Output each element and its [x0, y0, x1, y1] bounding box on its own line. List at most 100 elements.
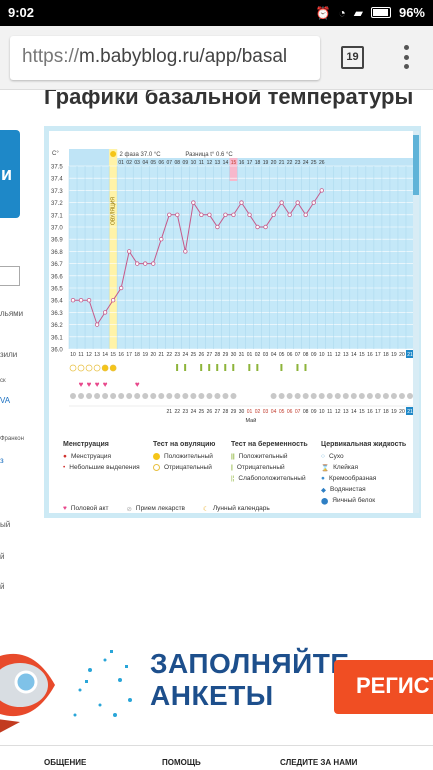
sidebar-item[interactable]: Франкон [0, 436, 24, 442]
promo-line-2: АНКЕТЫ [150, 680, 274, 711]
legend-heading: Тест на беременность [231, 441, 308, 448]
bottom-date-label: 05 [279, 409, 285, 415]
temperature-point [239, 200, 244, 205]
register-button[interactable]: РЕГИСТР [334, 660, 433, 714]
tab-switcher-button[interactable]: 19 [341, 46, 364, 69]
pill-mark [374, 393, 381, 399]
y-tick-label: 36.8 [51, 250, 63, 256]
sidebar-item[interactable]: VA [0, 396, 11, 405]
date-label: 18 [383, 352, 389, 358]
bottom-date-label: 02 [255, 409, 261, 415]
pregnancy-test-mark [184, 364, 187, 371]
date-label: 15 [110, 352, 116, 358]
date-label: 16 [118, 352, 124, 358]
date-label: 15 [359, 352, 365, 358]
sidebar-item[interactable]: ск [0, 378, 6, 384]
cycle-day-label: 22 [287, 160, 293, 166]
temperature-point [159, 236, 164, 242]
current-day-marker [405, 350, 414, 358]
pill-mark [190, 393, 197, 399]
bottom-date-label: 22 [175, 409, 181, 415]
pregnancy-test-mark [224, 364, 227, 371]
sticky-icon: ⌛ [321, 464, 330, 472]
footer-link-help[interactable]: ПОМОЩЬ [162, 758, 201, 767]
browser-toolbar: https://m.babyblog.ru/app/basal 19 [0, 26, 433, 90]
date-label: 25 [191, 352, 197, 358]
current-day-marker [405, 407, 414, 415]
sidebar-banner[interactable]: и [0, 130, 20, 218]
ovulation-positive-icon [153, 453, 160, 460]
legend-item: Кремообразная [328, 475, 377, 482]
month-label: Май [246, 417, 257, 424]
y-tick-label: 37.2 [51, 201, 63, 207]
pregnancy-test-mark [232, 364, 235, 371]
bottom-date-label: 17 [375, 409, 381, 415]
pill-mark [318, 393, 325, 399]
blood-drop-icon: ● [63, 453, 67, 460]
promo-banner[interactable]: ЗАПОЛНЯЙТЕ АНКЕТЫ РЕГИСТР [0, 630, 433, 742]
battery-icon [370, 7, 391, 18]
pill-mark [382, 393, 389, 399]
temperature-point [255, 224, 260, 230]
pill-mark [342, 393, 349, 399]
pill-mark [350, 393, 357, 399]
legend-heading: Тест на овуляцию [153, 441, 216, 448]
pregnancy-test-mark [304, 364, 307, 371]
ovulation-sun-icon [110, 151, 117, 157]
temperature-point [223, 212, 228, 217]
temperature-point [175, 212, 180, 217]
battery-percent: 96% [398, 5, 425, 20]
cycle-day-label: 23 [295, 160, 301, 166]
sidebar-item[interactable]: з [0, 456, 4, 465]
sidebar-input-box[interactable] [0, 266, 20, 286]
date-label: 09 [311, 352, 317, 358]
bottom-date-label: 23 [183, 409, 189, 415]
temperature-point [110, 297, 116, 303]
sidebar-item[interactable]: зили [0, 350, 18, 359]
date-label: 19 [391, 352, 397, 358]
sidebar-item[interactable]: льями [0, 309, 24, 318]
cycle-day-label: 11 [199, 160, 204, 166]
promo-headline: ЗАПОЛНЯЙТЕ АНКЕТЫ [150, 648, 350, 712]
temperature-point [143, 261, 148, 266]
footer-link-community[interactable]: ОБЩЕНИЕ [44, 758, 87, 767]
pill-mark [230, 393, 237, 399]
y-tick-label: 36.1 [51, 335, 63, 341]
heart-mark: ♥ [103, 380, 108, 389]
date-label: 30 [231, 352, 237, 358]
legend-cervical: Цервикальная жидкость ○ Сухо ⌛ Клейкая ● Кр… [321, 441, 406, 506]
ovulation-test-mark [109, 364, 117, 372]
temperature-point [126, 249, 132, 254]
sidebar-item[interactable]: ый [0, 520, 11, 529]
chart-scrollbar[interactable] [413, 131, 419, 513]
cycle-day-label: 25 [311, 160, 317, 166]
pill-mark [206, 393, 213, 399]
sidebar-banner-text: и [1, 164, 13, 184]
legend-item: Небольшие выделения [69, 464, 140, 471]
bottom-date-label: 03 [263, 409, 269, 415]
legend-item: Сухо [328, 453, 344, 460]
date-label: 10 [70, 352, 76, 358]
date-label: 22 [167, 352, 173, 358]
y-tick-label: 37.3 [51, 189, 63, 195]
sidebar-item[interactable]: й [0, 552, 5, 561]
pregnancy-negative-icon: | [231, 464, 233, 471]
temperature-point [215, 224, 220, 230]
footer-link-follow[interactable]: СЛЕДИТЕ ЗА НАМИ [280, 758, 358, 767]
temperature-point [271, 212, 276, 217]
small-drop-icon: • [63, 464, 66, 471]
url-field[interactable]: https://m.babyblog.ru/app/basal [10, 36, 320, 80]
ovulation-test-mark [93, 364, 101, 372]
y-tick-label: 36.7 [51, 262, 63, 268]
browser-menu-button[interactable] [397, 42, 415, 72]
date-label: 21 [407, 352, 413, 358]
temperature-point [151, 261, 156, 266]
pill-mark [126, 393, 133, 399]
ovulation-test-mark [69, 364, 77, 372]
date-label: 10 [319, 352, 325, 358]
pill-mark [118, 393, 125, 399]
date-label: 06 [287, 352, 293, 358]
status-time: 9:02 [8, 5, 35, 20]
temperature-point [279, 200, 284, 205]
sidebar-item[interactable]: й [0, 582, 5, 591]
